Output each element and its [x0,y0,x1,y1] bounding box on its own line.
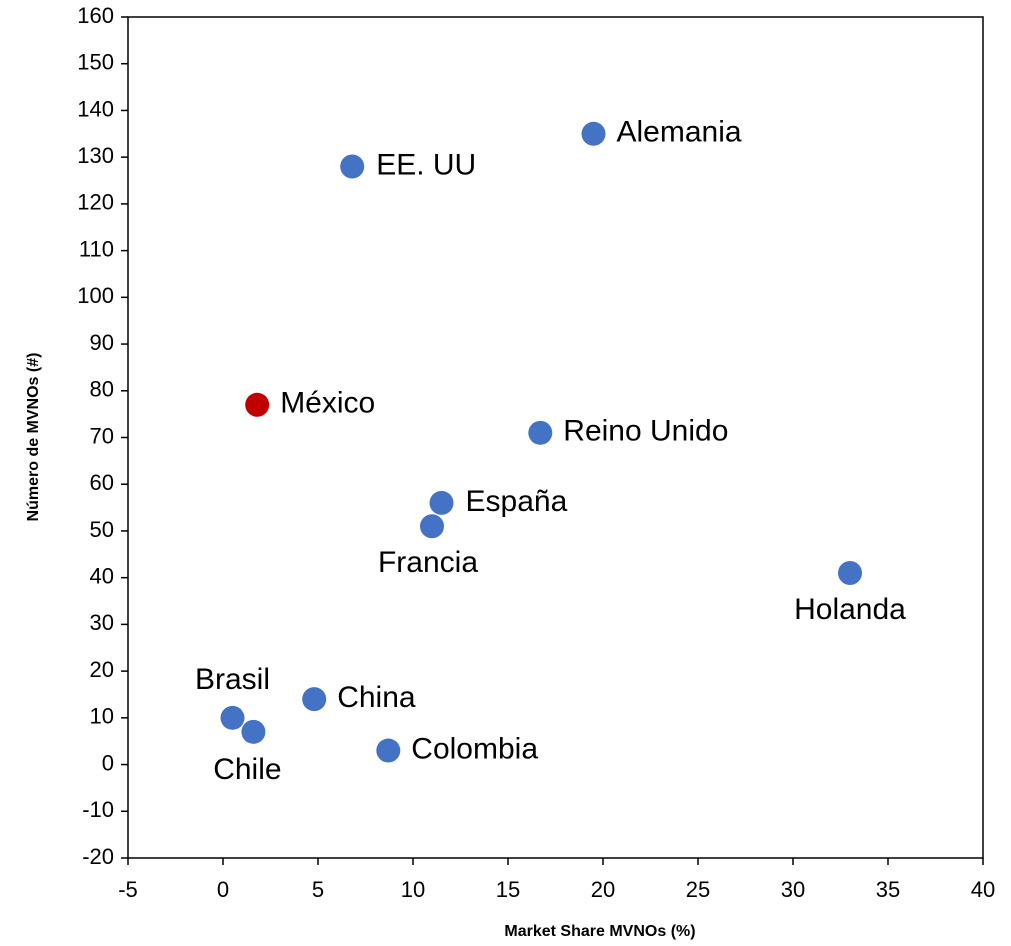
x-tick-label: 25 [686,877,710,902]
point [302,687,327,712]
x-tick-label: 30 [781,877,805,902]
y-axis-title: Número de MVNOs (#) [25,353,42,522]
y-tick-label: 10 [90,704,114,729]
point-label: Colombia [411,732,538,765]
y-tick-label: 120 [77,190,114,215]
y-tick-label: -10 [82,797,114,822]
x-axis-title: Market Share MVNOs (%) [504,923,695,940]
x-tick-label: 20 [591,877,615,902]
x-tick-label: -5 [118,877,138,902]
y-tick-label: 70 [90,423,114,448]
y-tick-label: 130 [77,143,114,168]
x-tick-label: 5 [312,877,324,902]
y-tick-label: 160 [77,3,114,28]
point-label: España [466,485,568,518]
point-label: Holanda [794,593,906,626]
y-tick-label: 30 [90,610,114,635]
point [528,420,553,445]
point [340,154,365,179]
point [581,121,606,146]
point-label: Chile [213,753,281,786]
point-label: China [337,681,416,714]
y-tick-label: 90 [90,330,114,355]
x-tick-label: 35 [876,877,900,902]
x-tick-label: 15 [496,877,520,902]
point [241,719,266,744]
x-tick-label: 0 [217,877,229,902]
y-tick-label: 140 [77,96,114,121]
y-tick-label: 60 [90,470,114,495]
y-tick-label: 80 [90,377,114,402]
point [245,392,270,417]
point-label: Francia [378,546,478,579]
x-tick-label: 10 [401,877,425,902]
y-tick-label: 20 [90,657,114,682]
point-label: Reino Unido [563,415,728,448]
point [429,490,454,515]
y-tick-label: 40 [90,563,114,588]
point [220,705,245,730]
y-tick-label: -20 [82,844,114,869]
point [420,514,444,539]
y-tick-label: 50 [90,517,114,542]
x-tick-label: 40 [971,877,995,902]
point-label: Alemania [617,116,742,149]
y-tick-label: 100 [77,283,114,308]
point-label: Brasil [195,663,270,696]
point-label: EE. UU [376,148,476,181]
y-tick-label: 150 [77,50,114,75]
y-tick-label: 0 [102,750,114,775]
y-tick-label: 110 [79,236,114,261]
point [838,560,862,585]
point-label: México [280,387,375,420]
point [376,738,401,763]
